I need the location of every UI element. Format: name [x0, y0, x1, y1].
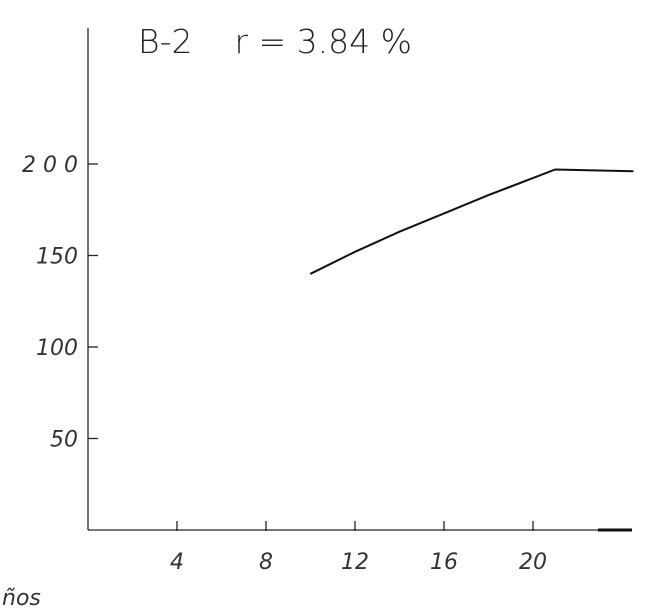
series-layer [309, 168, 634, 532]
data-point [487, 194, 490, 196]
data-point [443, 212, 445, 215]
data-point [354, 251, 356, 253]
x-tick-label: 8 [259, 550, 273, 575]
x-tick-label: 20 [519, 550, 547, 575]
y-tick-label: 50 [50, 428, 78, 453]
x-tick-label: 4 [170, 550, 184, 575]
chart-title: B-2 r = 3.84 % [138, 22, 412, 61]
y-tick-label: 100 [36, 336, 78, 361]
data-point [309, 273, 312, 275]
x-axis-label: ños [2, 586, 41, 611]
data-point [632, 170, 634, 172]
x-tick-label: 16 [430, 550, 458, 575]
x-axis-ticks: 4 8 12 16 20 [170, 521, 547, 575]
x-tick-label: 12 [341, 550, 369, 575]
y-axis-ticks: 50 100 150 2 0 0 [22, 153, 98, 453]
y-tick-label: 2 0 0 [22, 153, 78, 178]
series-line [310, 168, 634, 275]
data-point [554, 168, 556, 171]
data-point [398, 231, 401, 233]
y-tick-label: 150 [36, 245, 78, 270]
